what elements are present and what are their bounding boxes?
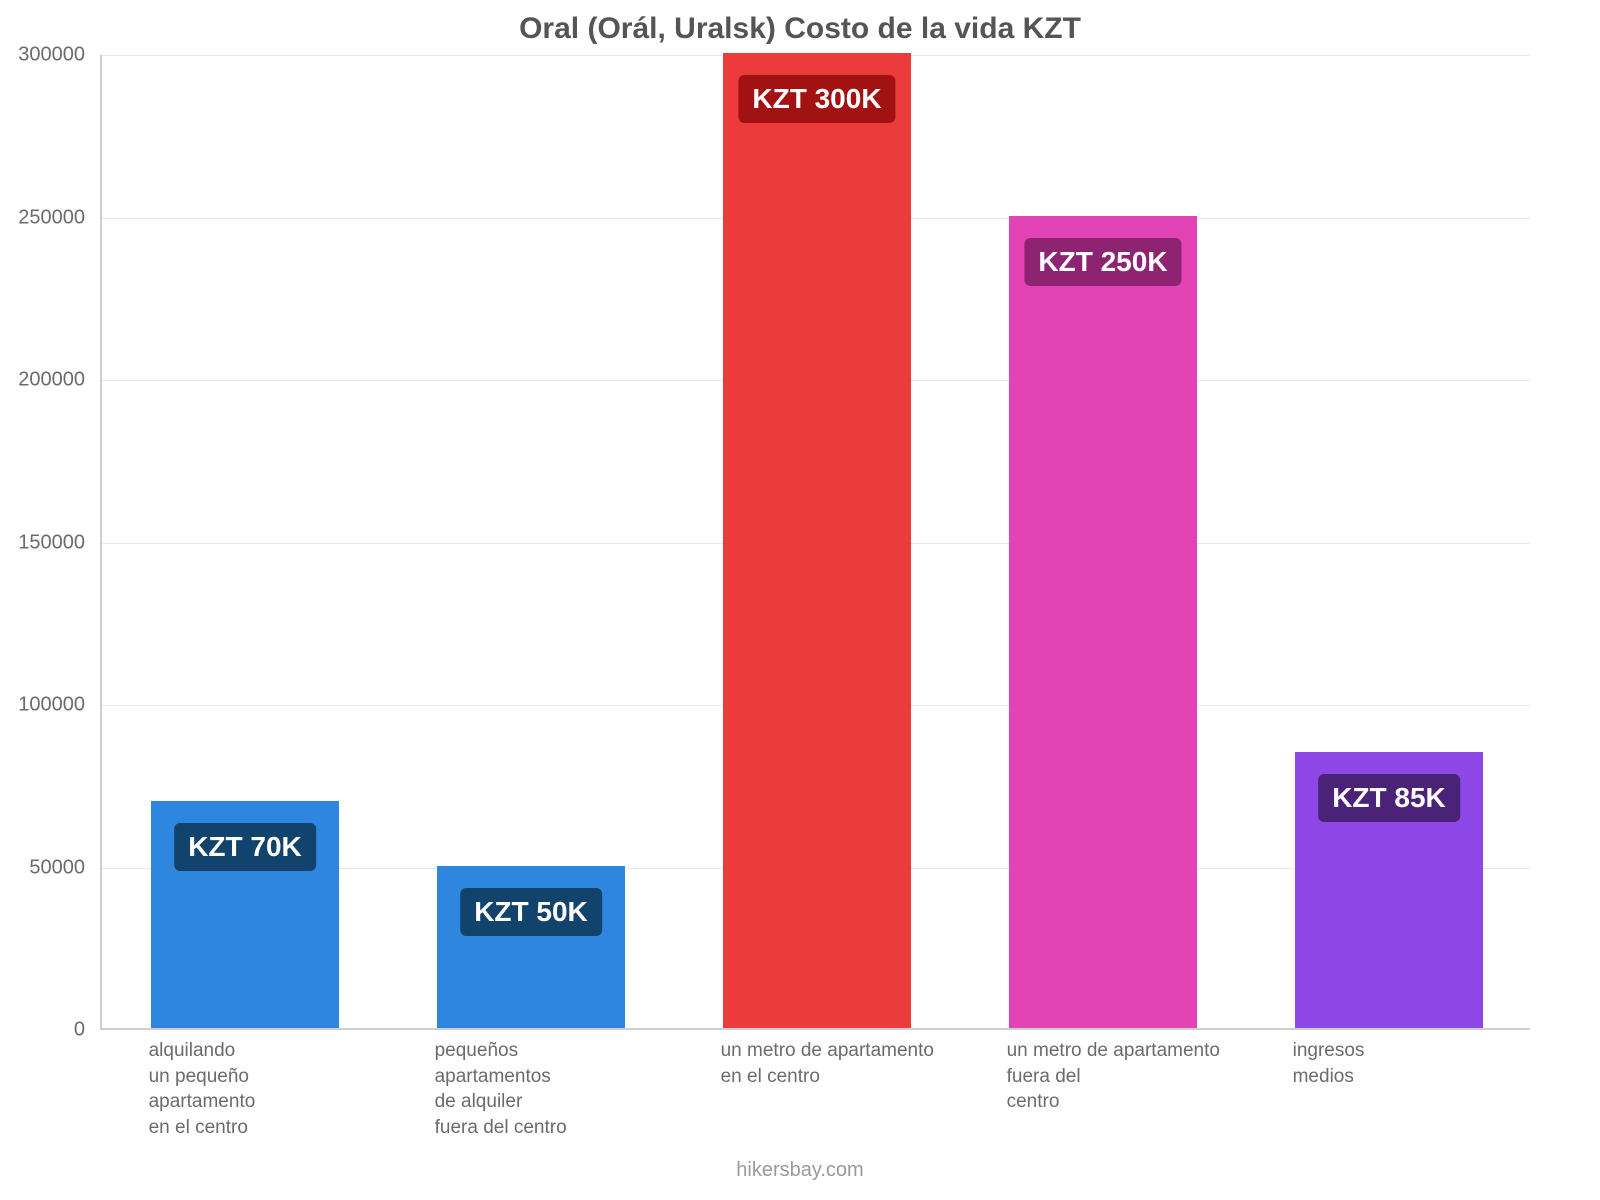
y-tick-label: 0 [74, 1019, 85, 1042]
x-tick-label: un metro de apartamento en el centro [721, 1038, 950, 1089]
y-axis-labels: 050000100000150000200000250000300000 [0, 55, 95, 1030]
y-tick-label: 150000 [18, 531, 85, 554]
bar-value-badge: KZT 50K [460, 888, 602, 936]
x-tick-label: un metro de apartamento fuera del centro [1007, 1038, 1236, 1115]
x-tick-label: ingresos medios [1293, 1038, 1522, 1089]
y-tick-label: 200000 [18, 369, 85, 392]
y-tick-label: 50000 [29, 856, 85, 879]
bars-container: KZT 70K KZT 50K KZT 300K KZT 250K KZT 85K [102, 55, 1530, 1028]
plot-area: KZT 70K KZT 50K KZT 300K KZT 250K KZT 85K [100, 55, 1530, 1030]
bar-value-badge: KZT 70K [174, 823, 316, 871]
bar: KZT 70K [151, 801, 340, 1029]
bar: KZT 50K [437, 866, 626, 1029]
cost-of-living-chart: Oral (Orál, Uralsk) Costo de la vida KZT… [0, 0, 1600, 1200]
x-tick-label: alquilando un pequeño apartamento en el … [149, 1038, 378, 1141]
y-tick-label: 100000 [18, 694, 85, 717]
x-tick-label: pequeños apartamentos de alquiler fuera … [435, 1038, 664, 1141]
bar-value-badge: KZT 85K [1318, 774, 1460, 822]
y-tick-label: 300000 [18, 44, 85, 67]
bar-value-badge: KZT 300K [738, 75, 895, 123]
bar: KZT 300K [723, 53, 912, 1028]
y-tick-label: 250000 [18, 206, 85, 229]
source-text: hikersbay.com [0, 1159, 1600, 1182]
bar: KZT 85K [1295, 752, 1484, 1028]
bar-value-badge: KZT 250K [1024, 238, 1181, 286]
chart-title: Oral (Orál, Uralsk) Costo de la vida KZT [0, 12, 1600, 46]
bar: KZT 250K [1009, 216, 1198, 1029]
